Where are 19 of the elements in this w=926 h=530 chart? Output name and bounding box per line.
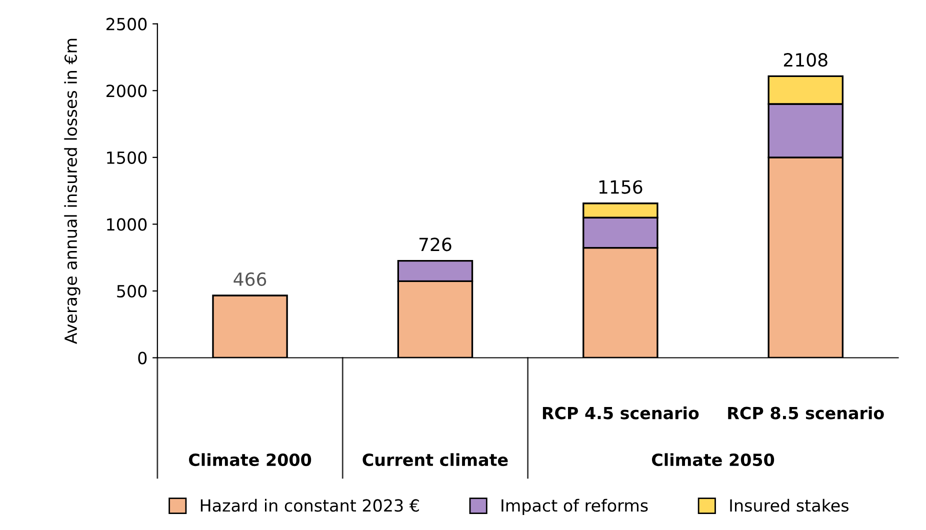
text: Current climate (362, 453, 508, 466)
legend-label: Hazard in constant 2023 € (200, 498, 419, 512)
y-tick-label: 2500 (106, 18, 147, 30)
y-axis-title: Average annual insured losses in €m (64, 38, 80, 344)
total-label: 466 (234, 272, 266, 286)
legend-label: Impact of reforms (502, 498, 648, 515)
total-label: 2108 (784, 53, 828, 67)
y-tick-label: 500 (117, 284, 147, 298)
y-tick-label: 0 (138, 352, 147, 364)
text: Climate 2000 (188, 453, 312, 466)
text: Climate 2050 (652, 453, 774, 466)
legend-label: Insured stakes (730, 498, 848, 512)
y-tick-label: 1000 (107, 218, 147, 231)
y-tick-label: 2000 (106, 84, 147, 98)
x-tick-label: RCP 8.5 scenario (728, 406, 884, 420)
total-label: 726 (419, 238, 452, 252)
x-tick-label: RCP 4.5 scenario (542, 406, 699, 420)
total-label: 1156 (599, 180, 642, 194)
y-tick-label: 1500 (107, 151, 147, 164)
